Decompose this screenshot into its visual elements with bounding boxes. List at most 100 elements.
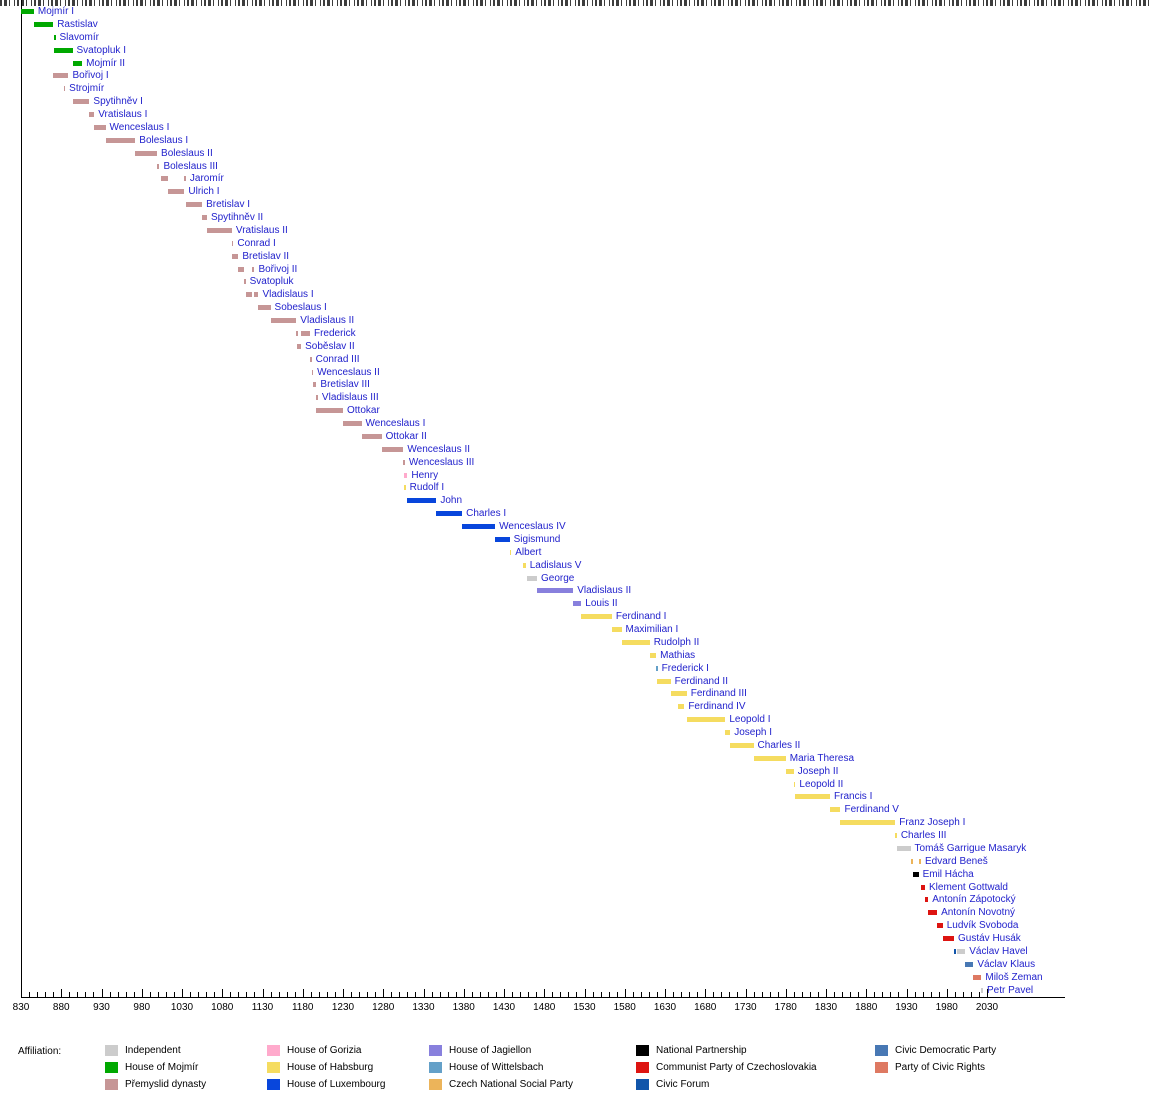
ruler-label[interactable]: Václav Havel xyxy=(969,945,1028,957)
ruler-label[interactable]: Bořivoj II xyxy=(258,263,298,275)
ruler-label[interactable]: Spytihněv I xyxy=(93,96,143,108)
ruler-label[interactable]: Francis I xyxy=(834,791,873,803)
ruler-label[interactable]: Ottokar xyxy=(347,405,380,417)
ruler-label[interactable]: Vladislaus I xyxy=(262,289,314,301)
ruler-label[interactable]: Rudolf I xyxy=(409,482,445,494)
ruler-label[interactable]: Svatopluk I xyxy=(76,44,126,56)
reign-bar xyxy=(537,588,574,594)
ruler-label[interactable]: Joseph II xyxy=(797,765,839,777)
reign-bar xyxy=(311,369,314,375)
x-axis-minor-tick xyxy=(230,992,232,997)
ruler-label[interactable]: Mojmír II xyxy=(86,57,126,69)
ruler-label[interactable]: Ferdinand II xyxy=(674,675,728,687)
ruler-label[interactable]: Ferdinand III xyxy=(690,688,747,700)
x-axis-minor-tick xyxy=(616,992,618,997)
x-axis-major-tick xyxy=(302,989,304,997)
reign-bar xyxy=(928,910,938,916)
ruler-label[interactable]: Boleslaus III xyxy=(163,160,218,172)
ruler-label[interactable]: Sobeslaus I xyxy=(274,302,327,314)
ruler-label[interactable]: Charles III xyxy=(900,830,947,841)
ruler-label[interactable]: Maximilian I xyxy=(625,624,679,635)
legend-swatch-wittelsbach xyxy=(429,1062,442,1073)
ruler-label[interactable]: Klement Gottwald xyxy=(929,881,1008,893)
x-axis-tick-label: 1530 xyxy=(573,1002,596,1013)
x-axis-major-tick xyxy=(544,989,546,997)
reign-bar xyxy=(830,807,841,813)
ruler-label[interactable]: Joseph I xyxy=(734,727,773,738)
ruler-label[interactable]: Boleslaus I xyxy=(139,134,189,146)
ruler-label[interactable]: Frederick xyxy=(313,327,356,339)
ruler-label[interactable]: Ludvík Svoboda xyxy=(946,920,1019,932)
ruler-label[interactable]: Leopold I xyxy=(729,714,771,726)
ruler-label[interactable]: Frederick I xyxy=(661,662,709,674)
legend-label-premyslid: Přemyslid dynasty xyxy=(125,1079,207,1090)
ruler-label[interactable]: Wenceslaus I xyxy=(365,418,426,429)
ruler-label[interactable]: Mojmír I xyxy=(37,6,74,17)
x-axis-minor-tick xyxy=(689,992,691,997)
reign-bar xyxy=(72,99,90,105)
ruler-label[interactable]: Mathias xyxy=(660,649,696,661)
x-axis-minor-tick xyxy=(415,992,417,997)
ruler-label[interactable]: Rudolph II xyxy=(653,636,700,648)
ruler-label[interactable]: Bořivoj I xyxy=(72,70,109,82)
ruler-label[interactable]: Antonín Zápotocký xyxy=(932,894,1016,906)
ruler-label[interactable]: Spytihněv II xyxy=(210,212,264,223)
ruler-label[interactable]: Bretislav I xyxy=(206,199,251,211)
ruler-label[interactable]: Franz Joseph I xyxy=(899,817,966,829)
ruler-label[interactable]: George xyxy=(541,572,575,584)
ruler-label[interactable]: Charles II xyxy=(757,739,801,751)
ruler-label[interactable]: Wenceslaus II xyxy=(407,443,470,455)
ruler-label[interactable]: John xyxy=(440,495,463,507)
ruler-label[interactable]: Sigismund xyxy=(513,533,561,545)
ruler-label[interactable]: Soběslav II xyxy=(305,340,355,352)
ruler-label[interactable]: Louis II xyxy=(585,598,618,610)
ruler-label[interactable]: Conrad I xyxy=(237,237,276,249)
ruler-label[interactable]: Ferdinand IV xyxy=(688,701,746,713)
ruler-label[interactable]: Ferdinand I xyxy=(615,611,667,623)
ruler-label[interactable]: Albert xyxy=(515,546,542,558)
ruler-label[interactable]: Ottokar II xyxy=(385,430,427,442)
ruler-label[interactable]: Miloš Zeman xyxy=(985,971,1043,983)
ruler-label[interactable]: Wenceslaus IV xyxy=(499,521,566,532)
ruler-label[interactable]: Vratislaus II xyxy=(235,224,288,236)
ruler-label[interactable]: Strojmír xyxy=(69,83,105,95)
ruler-label[interactable]: Ferdinand V xyxy=(844,804,899,816)
x-axis-minor-tick xyxy=(769,992,771,997)
ruler-label[interactable]: Leopold II xyxy=(799,778,844,790)
ruler-label[interactable]: Wenceslaus I xyxy=(109,121,170,133)
ruler-label[interactable]: Václav Klaus xyxy=(977,958,1036,970)
reign-bar xyxy=(981,987,983,993)
ruler-label[interactable]: Vratislaus I xyxy=(98,109,148,120)
ruler-label[interactable]: Henry xyxy=(411,469,439,481)
ruler-label[interactable]: Svatopluk xyxy=(249,276,294,288)
ruler-label[interactable]: Jaromír xyxy=(189,173,224,185)
ruler-label[interactable]: Vladislaus II xyxy=(300,315,355,326)
ruler-label[interactable]: Charles I xyxy=(466,508,507,520)
ruler-label[interactable]: Bretislav II xyxy=(242,250,290,262)
ruler-label[interactable]: Vladislaus III xyxy=(321,392,379,404)
ruler-label[interactable]: Rastislav xyxy=(57,18,98,30)
ruler-label[interactable]: Boleslaus II xyxy=(161,147,213,159)
x-axis-minor-tick xyxy=(351,992,353,997)
x-axis-tick-label: 930 xyxy=(93,1002,110,1013)
ruler-label[interactable]: Ladislaus V xyxy=(529,559,582,571)
reign-bar xyxy=(436,511,463,517)
ruler-label[interactable]: Slavomír xyxy=(59,31,99,43)
ruler-label[interactable]: Ulrich I xyxy=(188,186,220,198)
ruler-label[interactable]: Vladislaus II xyxy=(577,585,632,597)
legend-swatch-habsburg xyxy=(267,1062,280,1073)
ruler-label[interactable]: Petr Pavel xyxy=(986,984,1034,996)
ruler-label[interactable]: Edvard Beneš xyxy=(924,855,988,867)
ruler-label[interactable]: Bretislav III xyxy=(320,379,370,391)
ruler-label[interactable]: Emil Hácha xyxy=(922,868,974,880)
legend-label-independent: Independent xyxy=(125,1045,181,1056)
ruler-label[interactable]: Wenceslaus III xyxy=(408,456,475,468)
ruler-label[interactable]: Tomáš Garrigue Masaryk xyxy=(914,842,1027,854)
ruler-label[interactable]: Antonín Novotný xyxy=(941,907,1016,919)
x-axis-minor-tick xyxy=(568,992,570,997)
x-axis-minor-tick xyxy=(656,992,658,997)
ruler-label[interactable]: Conrad III xyxy=(315,353,360,365)
ruler-label[interactable]: Gustáv Husák xyxy=(957,933,1021,944)
ruler-label[interactable]: Maria Theresa xyxy=(789,752,855,764)
ruler-label[interactable]: Wenceslaus II xyxy=(317,366,380,378)
